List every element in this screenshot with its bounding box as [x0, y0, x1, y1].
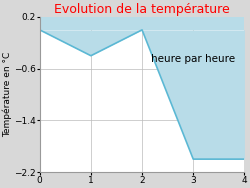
Title: Evolution de la température: Evolution de la température [54, 3, 230, 16]
Text: heure par heure: heure par heure [151, 55, 235, 64]
Y-axis label: Température en °C: Température en °C [3, 52, 12, 137]
